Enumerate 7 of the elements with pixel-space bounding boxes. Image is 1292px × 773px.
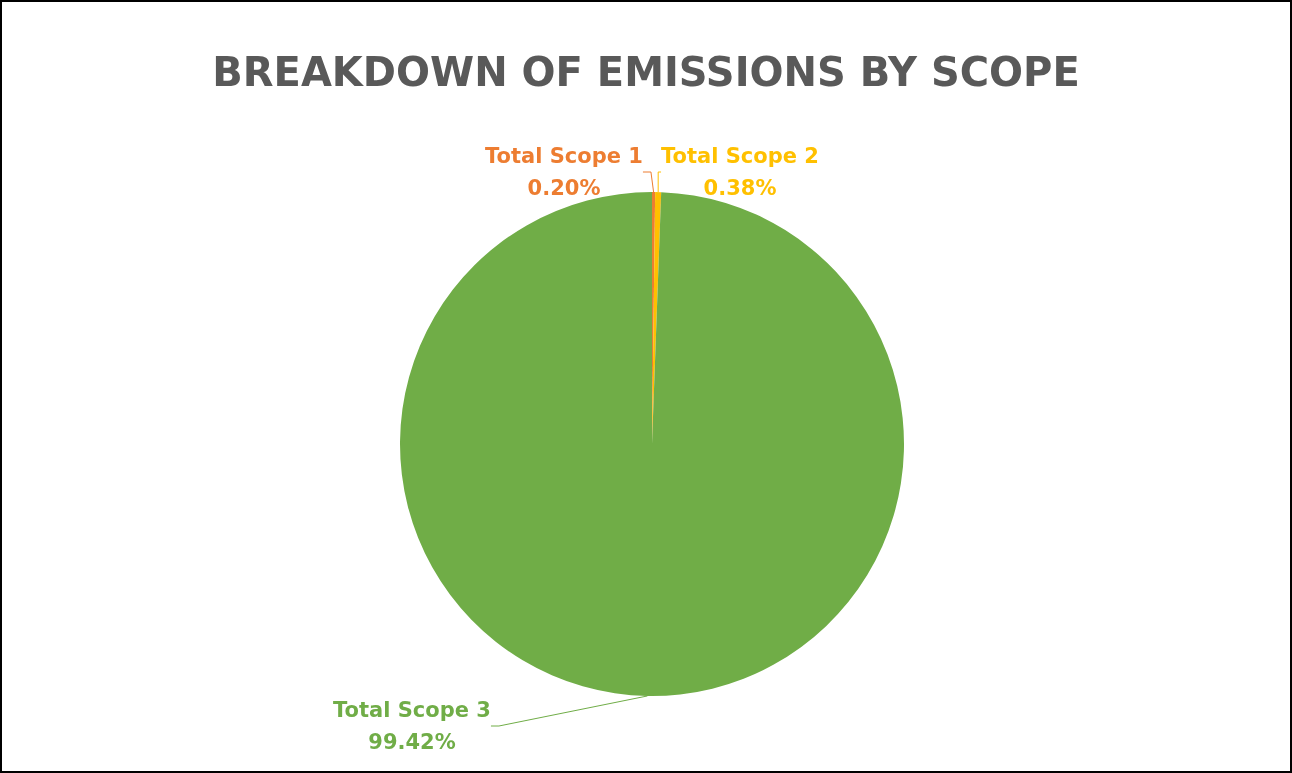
slice-label: Total Scope 2 [661, 144, 819, 168]
slice-label: Total Scope 3 [333, 698, 491, 722]
data-label: 0.20% [527, 176, 601, 200]
chart-title: BREAKDOWN OF EMISSIONS BY SCOPE [212, 49, 1080, 95]
data-label: 99.42% [368, 730, 456, 754]
slice-label: Total Scope 1 [485, 144, 643, 168]
data-label: 0.38% [703, 176, 777, 200]
